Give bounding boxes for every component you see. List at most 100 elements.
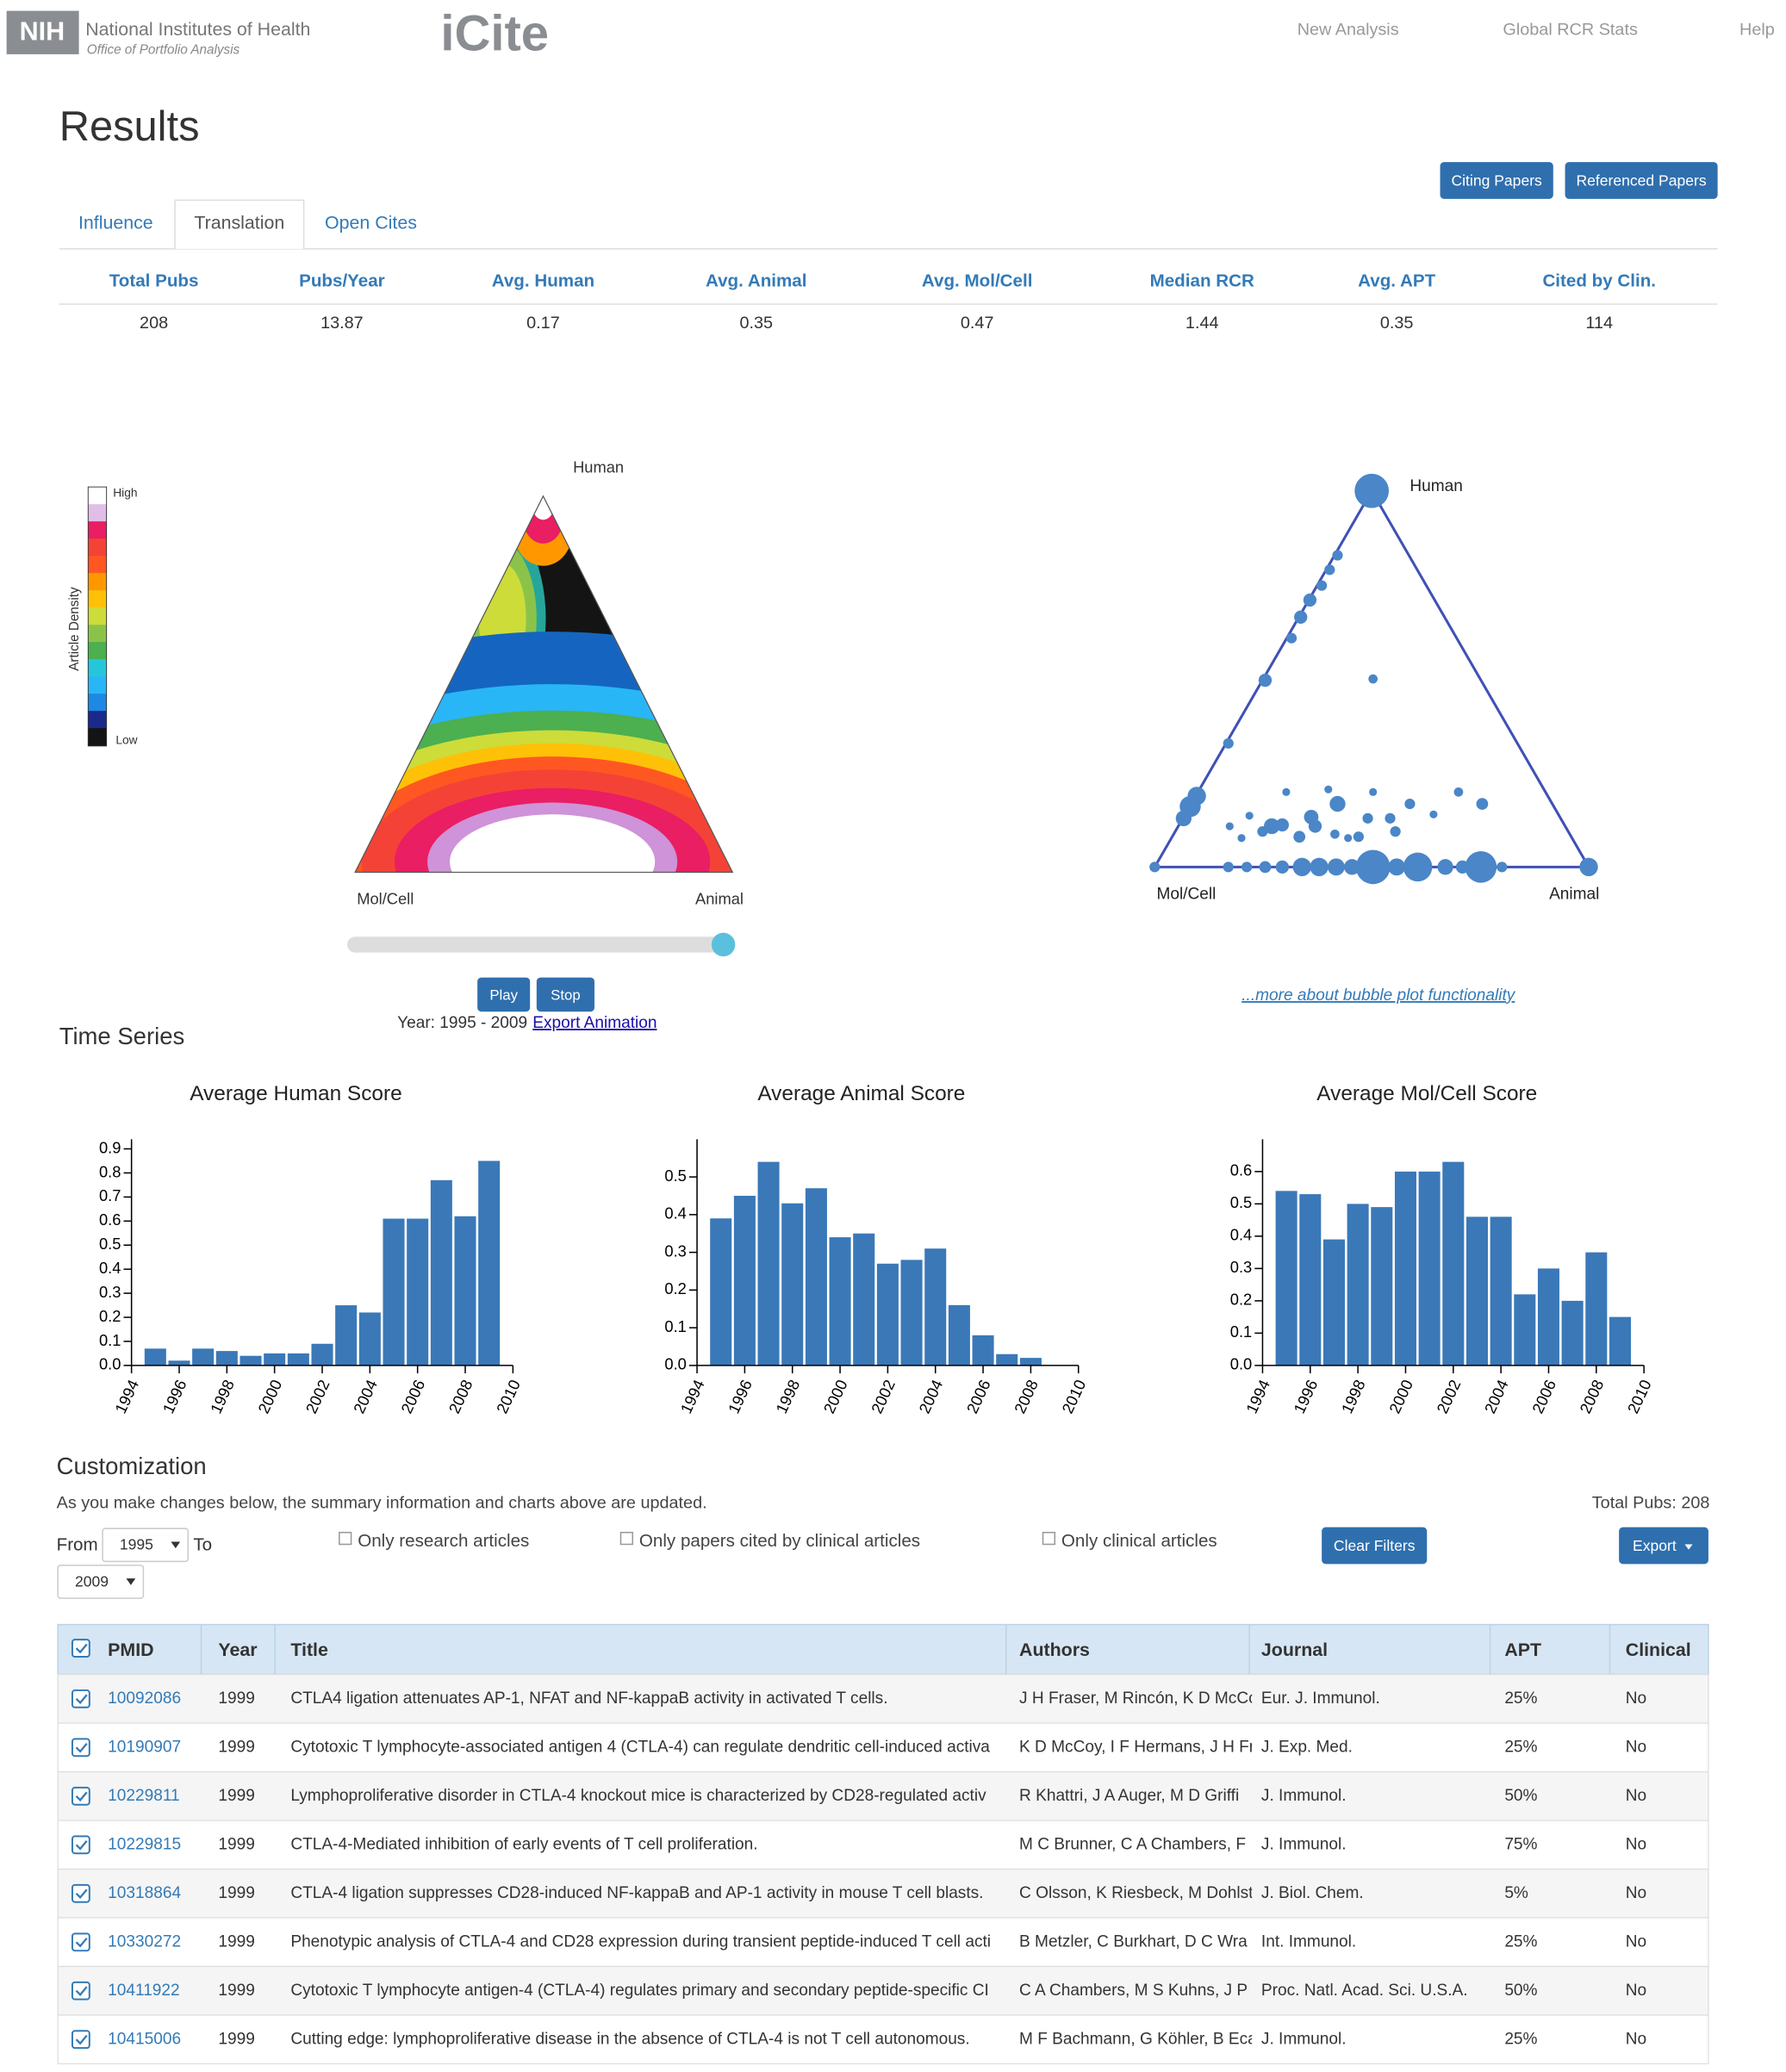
- bubble[interactable]: [1353, 831, 1364, 843]
- bubble[interactable]: [1403, 852, 1433, 882]
- bubble[interactable]: [1308, 819, 1322, 833]
- tab[interactable]: Influence: [78, 213, 153, 233]
- row-checkbox[interactable]: [71, 2030, 90, 2050]
- bubble[interactable]: [1344, 859, 1360, 875]
- bubble[interactable]: [1388, 858, 1406, 876]
- button-label[interactable]: Clear Filters: [1334, 1537, 1416, 1554]
- column-header[interactable]: Authors: [1019, 1640, 1090, 1660]
- pmid-link[interactable]: 10415006: [108, 2030, 181, 2048]
- bubble[interactable]: [1344, 834, 1353, 843]
- bubble[interactable]: [1362, 812, 1373, 824]
- bubble[interactable]: [1258, 673, 1273, 688]
- bubble[interactable]: [1292, 857, 1311, 877]
- row-checkbox[interactable]: [71, 1932, 90, 1952]
- export-link[interactable]: Export Animation: [532, 1014, 657, 1032]
- row-checkbox[interactable]: [71, 1689, 90, 1708]
- button[interactable]: [477, 977, 531, 1012]
- bubble[interactable]: [1175, 810, 1192, 827]
- bubble[interactable]: [1259, 861, 1272, 874]
- checkbox[interactable]: [1042, 1531, 1056, 1546]
- bubble[interactable]: [1316, 580, 1328, 591]
- bubble[interactable]: [1257, 826, 1268, 837]
- bubble[interactable]: [1332, 550, 1343, 561]
- bubble[interactable]: [1310, 857, 1329, 877]
- filter-label[interactable]: Only research articles: [358, 1531, 529, 1551]
- column-header[interactable]: Journal: [1261, 1640, 1328, 1660]
- nav-link[interactable]: Help: [1739, 21, 1775, 40]
- button[interactable]: [536, 977, 594, 1012]
- bubble[interactable]: [1390, 826, 1401, 837]
- pmid-link[interactable]: 10229815: [108, 1835, 181, 1853]
- pmid-link[interactable]: 10229811: [108, 1787, 179, 1805]
- column-header[interactable]: Clinical: [1626, 1640, 1691, 1660]
- bubble[interactable]: [1385, 812, 1396, 824]
- bubble[interactable]: [1579, 857, 1598, 877]
- button[interactable]: [1565, 162, 1718, 199]
- column-header[interactable]: APT: [1504, 1640, 1541, 1660]
- year-slider[interactable]: [346, 936, 731, 953]
- row-checkbox[interactable]: [71, 1738, 90, 1758]
- row-checkbox[interactable]: [71, 1835, 90, 1855]
- button-label[interactable]: Export: [1633, 1537, 1677, 1554]
- button[interactable]: [1322, 1527, 1428, 1565]
- pmid-link[interactable]: 10318864: [108, 1884, 181, 1902]
- from-select[interactable]: [102, 1528, 190, 1563]
- bubble[interactable]: [1275, 860, 1289, 874]
- button[interactable]: [1619, 1527, 1708, 1565]
- bubble[interactable]: [1404, 798, 1416, 810]
- tab[interactable]: Open Cites: [325, 213, 417, 233]
- row-checkbox[interactable]: [71, 1981, 90, 2000]
- bubble[interactable]: [1241, 862, 1253, 873]
- bubble[interactable]: [1497, 862, 1508, 873]
- nav-link[interactable]: New Analysis: [1297, 21, 1399, 40]
- bubble[interactable]: [1324, 564, 1335, 576]
- button-label[interactable]: Play: [489, 986, 518, 1003]
- bubble[interactable]: [1328, 858, 1345, 876]
- bubble[interactable]: [1465, 851, 1497, 883]
- tab[interactable]: Translation: [194, 213, 284, 233]
- bubble[interactable]: [1369, 787, 1378, 796]
- button-label[interactable]: Stop: [551, 986, 581, 1003]
- app-logo[interactable]: iCite: [440, 5, 549, 61]
- pmid-link[interactable]: 10190907: [108, 1738, 181, 1756]
- bubble[interactable]: [1285, 632, 1297, 644]
- button[interactable]: [1440, 162, 1553, 199]
- bubble[interactable]: [1223, 862, 1234, 873]
- active-tab[interactable]: [174, 199, 305, 249]
- select-value[interactable]: 1995: [120, 1536, 153, 1553]
- checkbox[interactable]: [339, 1531, 352, 1546]
- bubble[interactable]: [1293, 831, 1306, 843]
- row-checkbox[interactable]: [71, 1786, 90, 1806]
- checkbox[interactable]: [619, 1531, 634, 1546]
- bubble[interactable]: [1324, 785, 1333, 793]
- bubble[interactable]: [1225, 822, 1234, 831]
- column-header[interactable]: Year: [218, 1640, 257, 1660]
- bubble[interactable]: [1429, 810, 1438, 818]
- filter-label[interactable]: Only clinical articles: [1061, 1531, 1217, 1551]
- column-header[interactable]: Title: [290, 1640, 328, 1660]
- to-select[interactable]: [57, 1565, 145, 1599]
- select-value[interactable]: 2009: [75, 1572, 109, 1590]
- bubble[interactable]: [1294, 610, 1308, 624]
- bubble[interactable]: [1237, 834, 1246, 843]
- bubble[interactable]: [1263, 818, 1280, 835]
- button-label[interactable]: Citing Papers: [1451, 172, 1542, 190]
- bubble[interactable]: [1437, 859, 1453, 875]
- pmid-link[interactable]: 10092086: [108, 1689, 181, 1708]
- bubble[interactable]: [1354, 473, 1389, 508]
- button-label[interactable]: Referenced Papers: [1576, 172, 1706, 190]
- bubble[interactable]: [1476, 798, 1489, 810]
- nav-link[interactable]: Global RCR Stats: [1503, 21, 1638, 40]
- slider-knob[interactable]: [711, 932, 736, 957]
- info-link[interactable]: ...more about bubble plot functionality: [1241, 986, 1516, 1005]
- bubble[interactable]: [1303, 593, 1317, 607]
- bubble[interactable]: [1368, 674, 1378, 684]
- pmid-link[interactable]: 10330272: [108, 1932, 181, 1951]
- bubble[interactable]: [1329, 795, 1346, 812]
- pmid-link[interactable]: 10411922: [108, 1982, 179, 2000]
- row-checkbox[interactable]: [71, 1883, 90, 1903]
- row-checkbox[interactable]: [71, 1639, 90, 1658]
- bubble[interactable]: [1275, 818, 1289, 832]
- bubble[interactable]: [1282, 787, 1291, 796]
- column-header[interactable]: PMID: [108, 1640, 153, 1660]
